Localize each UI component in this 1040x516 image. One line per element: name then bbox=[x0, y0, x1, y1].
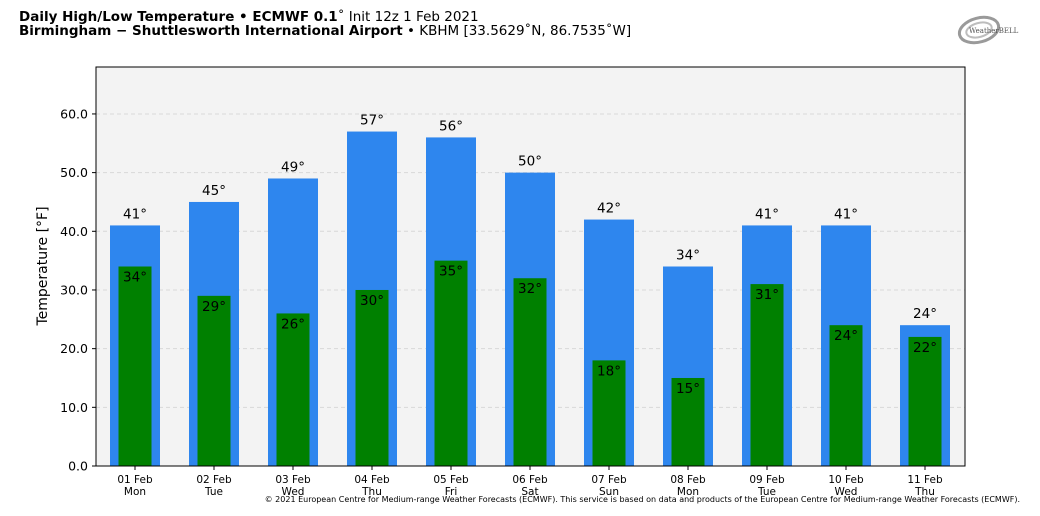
y-tick-label: 20.0 bbox=[60, 341, 88, 356]
y-tick-label: 10.0 bbox=[60, 400, 88, 415]
low-temp-bar bbox=[434, 260, 468, 466]
x-tick-label-date: 03 Feb bbox=[275, 474, 311, 486]
y-tick-label: 50.0 bbox=[60, 165, 88, 180]
low-temp-bar bbox=[671, 377, 705, 466]
high-temp-label: 50° bbox=[518, 154, 542, 170]
y-tick-label: 0.0 bbox=[68, 459, 88, 474]
low-temp-bar bbox=[592, 360, 626, 466]
low-temp-bar bbox=[197, 295, 231, 466]
chart-title-init: ˚ Init 12z 1 Feb 2021 bbox=[337, 9, 479, 25]
data-labels: 41° 34° 45° 29° 49° 26° 57° 30° 56° 35° 50° 32° 42° 1… bbox=[123, 113, 937, 397]
x-tick-label-weekday: Fri bbox=[445, 486, 458, 498]
chart-subtitle-coords: • KBHM [33.5629˚N, 86.7535˚W] bbox=[402, 23, 632, 39]
x-tick-label-date: 11 Feb bbox=[907, 474, 943, 486]
logo-text: WeatherBELL bbox=[969, 27, 1019, 35]
x-tick-label-weekday: Tue bbox=[757, 486, 776, 498]
x-tick-label-weekday: Mon bbox=[124, 486, 146, 498]
high-temp-label: 42° bbox=[597, 201, 621, 217]
x-tick-label-weekday: Mon bbox=[677, 486, 699, 498]
high-temp-label: 24° bbox=[913, 306, 937, 322]
y-tick-label: 30.0 bbox=[60, 282, 88, 297]
high-temp-label: 41° bbox=[755, 206, 779, 222]
x-tick-label-date: 07 Feb bbox=[591, 474, 627, 486]
y-tick-label: 40.0 bbox=[60, 224, 88, 239]
x-tick-label-weekday: Wed bbox=[282, 486, 305, 498]
low-temp-bar bbox=[118, 266, 152, 466]
chart-subtitle-station: Birmingham − Shuttlesworth International… bbox=[19, 23, 403, 39]
low-temp-label: 35° bbox=[439, 264, 463, 280]
x-tick-label-weekday: Tue bbox=[204, 486, 223, 498]
low-temp-bar bbox=[829, 325, 863, 466]
low-temp-bar bbox=[355, 289, 389, 466]
low-temp-label: 18° bbox=[597, 363, 621, 379]
weatherbell-logo: WeatherBELL bbox=[957, 15, 1019, 45]
low-temp-label: 32° bbox=[518, 281, 542, 297]
x-tick-label-date: 02 Feb bbox=[196, 474, 232, 486]
x-tick-label-date: 08 Feb bbox=[670, 474, 706, 486]
high-temp-label: 45° bbox=[202, 183, 226, 199]
low-temp-label: 29° bbox=[202, 299, 226, 315]
high-temp-label: 49° bbox=[281, 159, 305, 175]
low-temp-label: 22° bbox=[913, 340, 937, 356]
low-temp-label: 24° bbox=[834, 328, 858, 344]
low-temp-bar bbox=[276, 313, 310, 466]
low-temp-bar bbox=[750, 284, 784, 466]
bars bbox=[110, 131, 950, 467]
x-tick-label-date: 09 Feb bbox=[749, 474, 785, 486]
x-tick-label-weekday: Sun bbox=[599, 486, 619, 498]
x-tick-label-weekday: Wed bbox=[835, 486, 858, 498]
chart-title-bold: Daily High/Low Temperature • ECMWF 0.1 bbox=[19, 9, 338, 25]
high-temp-label: 57° bbox=[360, 113, 384, 129]
low-temp-label: 31° bbox=[755, 287, 779, 303]
low-temp-label: 15° bbox=[676, 381, 700, 397]
x-tick-label-date: 01 Feb bbox=[117, 474, 153, 486]
low-temp-bar bbox=[908, 336, 942, 466]
x-tick-label-weekday: Sat bbox=[521, 486, 538, 498]
x-tick-label-date: 10 Feb bbox=[828, 474, 864, 486]
x-tick-label-weekday: Thu bbox=[914, 486, 935, 498]
low-temp-label: 26° bbox=[281, 316, 305, 332]
high-temp-label: 41° bbox=[834, 206, 858, 222]
high-temp-label: 34° bbox=[676, 248, 700, 264]
high-temp-label: 41° bbox=[123, 206, 147, 222]
x-tick-label-date: 05 Feb bbox=[433, 474, 469, 486]
chart-title: Daily High/Low Temperature • ECMWF 0.1˚ … bbox=[19, 9, 479, 25]
y-axis-label: Temperature [°F] bbox=[35, 206, 51, 326]
low-temp-bar bbox=[513, 278, 547, 466]
x-tick-label-date: 04 Feb bbox=[354, 474, 390, 486]
low-temp-label: 30° bbox=[360, 293, 384, 309]
copyright-footer: © 2021 European Centre for Medium-range … bbox=[264, 495, 1020, 504]
low-temp-label: 34° bbox=[123, 270, 147, 286]
x-tick-label-weekday: Thu bbox=[361, 486, 382, 498]
x-tick-label-date: 06 Feb bbox=[512, 474, 548, 486]
chart-subtitle: Birmingham − Shuttlesworth International… bbox=[19, 23, 631, 39]
high-temp-label: 56° bbox=[439, 118, 463, 134]
y-tick-label: 60.0 bbox=[60, 106, 88, 121]
